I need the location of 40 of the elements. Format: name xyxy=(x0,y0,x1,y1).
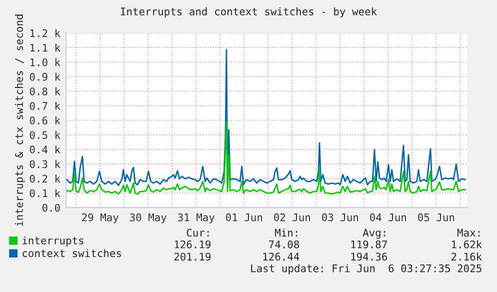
y-tick-label: 0.5 k xyxy=(30,130,60,139)
y-tick-label: 0.2 k xyxy=(30,174,60,183)
text: 119.87 xyxy=(351,240,387,248)
text: Max: xyxy=(457,228,480,237)
x-tick-label: 03 Jun xyxy=(322,213,358,222)
y-tick-label: 0.1 k xyxy=(30,189,60,198)
text: 194.36 xyxy=(351,252,387,261)
y-axis-title: interrupts & ctx switches / second xyxy=(14,14,26,226)
text: Cur: xyxy=(186,228,209,237)
text: 1.62k xyxy=(452,240,482,248)
y-tick-label: 0.4 k xyxy=(30,145,60,154)
legend-label: context switches xyxy=(22,249,121,258)
x-tick-label: 05 Jun xyxy=(418,213,454,222)
y-tick-label: 1.2 k xyxy=(30,29,60,37)
line-series xyxy=(66,49,466,186)
y-tick-label: 1.1 k xyxy=(30,44,60,52)
y-tick-label: 0.3 k xyxy=(30,160,60,168)
line-series xyxy=(66,120,466,195)
text: 74.08 xyxy=(269,240,300,248)
legend-label: interrupts xyxy=(22,236,84,246)
y-tick-label: 0.8 k xyxy=(30,87,60,96)
x-tick-label: 01 Jun xyxy=(226,213,262,222)
text: Last update: Fri Jun 6 03:27:35 2025 xyxy=(251,264,482,274)
chart-title: Interrupts and context switches - by week xyxy=(120,7,377,18)
text: 2.16k xyxy=(452,252,482,261)
x-tick-label: 30 May xyxy=(130,213,167,224)
y-tick-label: 0.9 k xyxy=(30,72,60,81)
x-tick-label: 31 May xyxy=(178,213,215,224)
text: 126.19 xyxy=(174,240,211,248)
text: Min: xyxy=(275,228,298,236)
y-tick-label: 1.0 k xyxy=(30,58,60,66)
text: Avg: xyxy=(362,228,386,239)
x-tick-label: 02 Jun xyxy=(274,213,310,222)
y-tick-label: 0.7 k xyxy=(30,102,60,110)
y-tick-label: 0.0 xyxy=(42,204,60,212)
text: 201.19 xyxy=(174,252,211,261)
text: 126.44 xyxy=(263,252,300,261)
x-tick-label: 29 May xyxy=(82,213,119,224)
x-tick-label: 04 Jun xyxy=(370,213,406,222)
y-tick-label: 0.6 k xyxy=(30,116,60,124)
